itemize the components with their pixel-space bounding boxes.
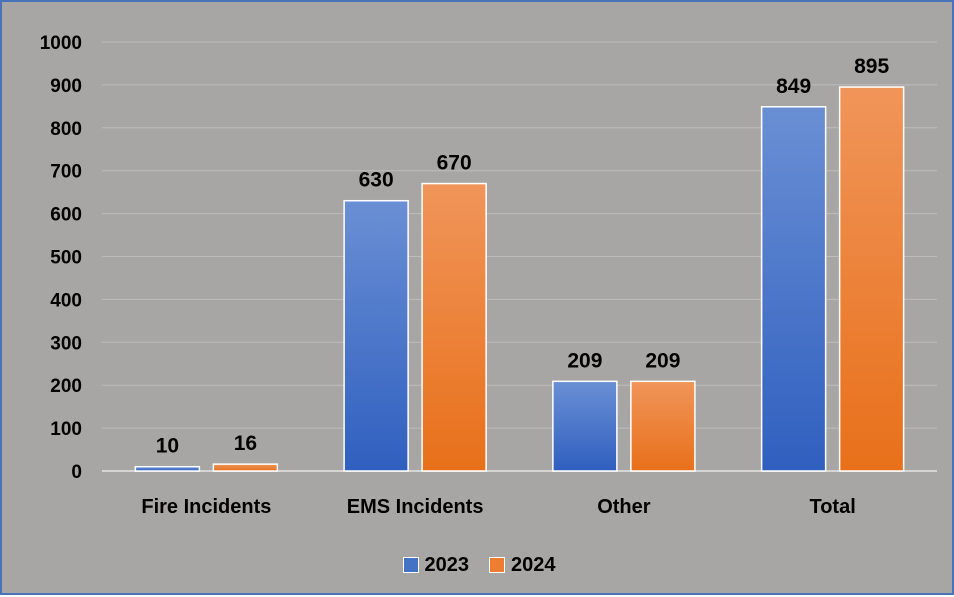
data-label: 16	[234, 432, 257, 455]
y-tick-label: 0	[71, 462, 82, 483]
legend-swatch-2023	[402, 557, 419, 573]
category-label: EMS Incidents	[347, 496, 484, 518]
y-tick-label: 700	[50, 162, 82, 183]
data-label: 630	[359, 169, 394, 192]
y-tick-label: 1000	[40, 33, 82, 54]
y-tick-label: 200	[50, 376, 82, 397]
bar-2023-other[interactable]	[552, 380, 618, 472]
data-label: 209	[567, 349, 602, 372]
legend-label-2024: 2024	[511, 553, 556, 576]
bar-2024-total[interactable]	[838, 86, 905, 472]
legend-swatch-2024	[489, 557, 505, 573]
legend-item-2023[interactable]: 2023	[402, 553, 470, 577]
data-label: 895	[854, 55, 889, 78]
bar-2024-ems-incidents[interactable]	[421, 182, 487, 472]
bar-2024-other[interactable]	[630, 380, 696, 472]
y-tick-label: 800	[50, 119, 82, 140]
bar-2023-ems-incidents[interactable]	[343, 199, 409, 472]
y-axis: 0 100 200 300 400 500 600 700 800 900 1000	[40, 33, 82, 483]
data-labels: 10 16 630 670 209 209 849 895	[156, 55, 890, 458]
y-tick-label: 400	[50, 290, 82, 311]
data-label: 209	[645, 349, 680, 372]
legend-label-2023: 2023	[424, 553, 470, 576]
bar-2023-total[interactable]	[760, 106, 827, 472]
bar-2023-fire-incidents[interactable]	[134, 465, 201, 472]
bar-2024-fire-incidents[interactable]	[212, 463, 279, 472]
x-axis: Fire Incidents EMS Incidents Other Total	[141, 496, 855, 518]
y-tick-label: 100	[50, 419, 82, 440]
bars	[134, 86, 905, 472]
category-label: Other	[597, 496, 651, 518]
category-label: Fire Incidents	[141, 496, 271, 518]
legend-item-2024[interactable]: 2024	[489, 554, 556, 577]
data-label: 10	[156, 435, 179, 458]
category-label: Total	[809, 496, 855, 518]
y-tick-label: 900	[50, 76, 82, 97]
y-tick-label: 500	[50, 248, 82, 269]
legend: 2023 2024	[2, 550, 954, 580]
y-tick-label: 600	[50, 205, 82, 226]
data-label: 849	[776, 75, 811, 98]
y-tick-label: 300	[50, 333, 82, 354]
data-label: 670	[437, 152, 472, 175]
